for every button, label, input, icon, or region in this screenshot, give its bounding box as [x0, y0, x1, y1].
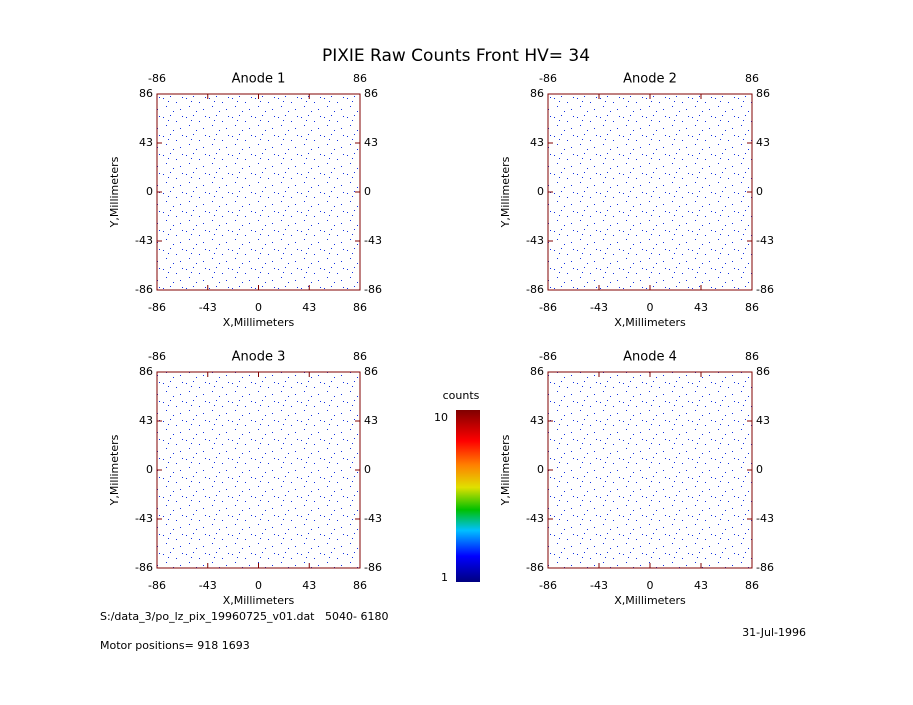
- y-right-label: 0: [364, 185, 371, 198]
- footer-file: S:/data_3/po_lz_pix_19960725_v01.dat 504…: [100, 610, 388, 623]
- x-tick-label: -43: [590, 301, 608, 314]
- x-tick-label: 43: [694, 579, 708, 592]
- y-right-label: 43: [364, 414, 378, 427]
- y-right-label: -86: [364, 561, 382, 574]
- y-tick-label: -86: [135, 283, 153, 296]
- x-tick-label: -43: [199, 579, 217, 592]
- x-top-label: -86: [539, 350, 557, 363]
- y-right-label: 0: [756, 185, 763, 198]
- x-tick-label: -86: [539, 579, 557, 592]
- y-tick-label: 0: [537, 463, 544, 476]
- y-tick-label: -43: [526, 234, 544, 247]
- x-tick-label: 43: [302, 579, 316, 592]
- y-axis-label: Y,Millimeters: [108, 156, 121, 228]
- y-right-label: 43: [756, 136, 770, 149]
- y-right-label: 0: [756, 463, 763, 476]
- y-right-label: 43: [364, 136, 378, 149]
- x-tick-label: 86: [745, 301, 759, 314]
- colorbar-tick-label: 1: [441, 571, 448, 584]
- y-right-label: 86: [756, 365, 770, 378]
- y-axis-label: Y,Millimeters: [499, 434, 512, 506]
- y-tick-label: 86: [530, 365, 544, 378]
- x-top-label: 86: [353, 72, 367, 85]
- x-tick-label: -86: [148, 579, 166, 592]
- x-tick-label: 0: [255, 579, 262, 592]
- y-right-label: -43: [364, 512, 382, 525]
- colorbar: [456, 410, 480, 582]
- y-right-label: 86: [364, 87, 378, 100]
- x-top-label: 86: [353, 350, 367, 363]
- y-tick-label: 86: [139, 87, 153, 100]
- plot-area: [548, 94, 752, 290]
- panel-title: Anode 2: [623, 72, 677, 87]
- y-right-label: -86: [756, 283, 774, 296]
- x-top-label: 86: [745, 350, 759, 363]
- y-right-label: -43: [364, 234, 382, 247]
- y-tick-label: 0: [146, 463, 153, 476]
- plot-area: [157, 94, 360, 290]
- colorbar-tick-label: 10: [434, 411, 448, 424]
- x-tick-label: 43: [302, 301, 316, 314]
- x-axis-label: X,Millimeters: [614, 316, 686, 329]
- y-tick-label: -43: [526, 512, 544, 525]
- y-axis-label: Y,Millimeters: [108, 434, 121, 506]
- y-right-label: 0: [364, 463, 371, 476]
- y-tick-label: 43: [530, 136, 544, 149]
- y-tick-label: -86: [135, 561, 153, 574]
- figure-title: PIXIE Raw Counts Front HV= 34: [322, 46, 590, 66]
- x-tick-label: 0: [647, 301, 654, 314]
- y-tick-label: -43: [135, 234, 153, 247]
- footer-date: 31-Jul-1996: [742, 626, 806, 639]
- colorbar-label: counts: [443, 389, 480, 402]
- y-tick-label: -86: [526, 561, 544, 574]
- x-axis-label: X,Millimeters: [223, 594, 295, 607]
- plot-area: [157, 372, 360, 568]
- x-top-label: 86: [745, 72, 759, 85]
- x-top-label: -86: [148, 350, 166, 363]
- panel-title: Anode 1: [232, 72, 286, 87]
- x-tick-label: 86: [353, 301, 367, 314]
- footer-motor: Motor positions= 918 1693: [100, 639, 250, 652]
- y-right-label: 86: [756, 87, 770, 100]
- y-tick-label: 0: [537, 185, 544, 198]
- x-tick-label: 0: [255, 301, 262, 314]
- y-tick-label: 43: [139, 136, 153, 149]
- y-tick-label: -86: [526, 283, 544, 296]
- x-top-label: -86: [148, 72, 166, 85]
- y-right-label: -43: [756, 234, 774, 247]
- x-axis-label: X,Millimeters: [223, 316, 295, 329]
- y-tick-label: 43: [530, 414, 544, 427]
- y-right-label: -86: [756, 561, 774, 574]
- y-right-label: 43: [756, 414, 770, 427]
- panel-title: Anode 4: [623, 350, 677, 365]
- x-tick-label: 43: [694, 301, 708, 314]
- y-tick-label: 86: [139, 365, 153, 378]
- y-tick-label: 43: [139, 414, 153, 427]
- x-tick-label: -43: [590, 579, 608, 592]
- y-axis-label: Y,Millimeters: [499, 156, 512, 228]
- y-tick-label: -43: [135, 512, 153, 525]
- x-tick-label: -86: [539, 301, 557, 314]
- y-right-label: -86: [364, 283, 382, 296]
- y-right-label: -43: [756, 512, 774, 525]
- plot-area: [548, 372, 752, 568]
- x-tick-label: 86: [353, 579, 367, 592]
- x-tick-label: -86: [148, 301, 166, 314]
- x-top-label: -86: [539, 72, 557, 85]
- x-axis-label: X,Millimeters: [614, 594, 686, 607]
- x-tick-label: 0: [647, 579, 654, 592]
- panel-title: Anode 3: [232, 350, 286, 365]
- y-right-label: 86: [364, 365, 378, 378]
- x-tick-label: 86: [745, 579, 759, 592]
- y-tick-label: 0: [146, 185, 153, 198]
- x-tick-label: -43: [199, 301, 217, 314]
- y-tick-label: 86: [530, 87, 544, 100]
